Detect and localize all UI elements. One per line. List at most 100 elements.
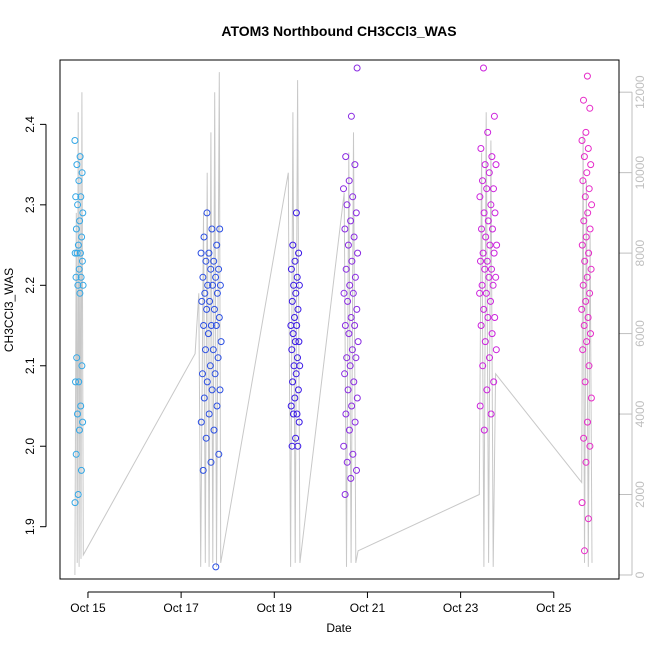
data-point	[291, 338, 299, 346]
data-point	[198, 297, 206, 305]
data-point	[477, 257, 484, 265]
data-point	[485, 169, 493, 177]
data-point	[353, 466, 360, 474]
data-point	[288, 297, 296, 305]
data-point	[289, 378, 297, 386]
data-point	[581, 193, 589, 201]
data-point	[77, 466, 85, 474]
data-point	[479, 362, 487, 370]
data-point	[476, 289, 484, 297]
data-point	[208, 225, 216, 233]
data-point	[490, 249, 498, 257]
data-point	[199, 273, 207, 281]
data-point	[580, 434, 588, 442]
y-tick-label: 1.9	[23, 518, 37, 535]
x-tick-label: Oct 21	[350, 601, 386, 615]
data-point	[79, 418, 87, 426]
data-point	[296, 362, 304, 370]
data-point	[349, 193, 357, 201]
data-point	[484, 314, 492, 321]
data-point	[217, 338, 225, 346]
data-point	[492, 161, 500, 169]
plot-frame	[59, 59, 620, 580]
data-point	[293, 273, 301, 281]
data-point	[583, 273, 591, 281]
data-point	[209, 346, 217, 354]
data-point	[216, 225, 224, 233]
data-point	[71, 249, 79, 257]
x-tick-label: Oct 19	[257, 601, 293, 615]
data-point	[76, 217, 84, 225]
data-point	[294, 354, 301, 362]
data-point	[481, 161, 489, 169]
data-point	[287, 265, 295, 273]
data-point	[206, 297, 214, 305]
y-tick-label: 2.4	[23, 116, 37, 133]
data-point	[292, 209, 300, 217]
y-tick-label: 2.3	[23, 196, 37, 213]
data-point	[584, 515, 592, 523]
data-point	[202, 434, 210, 442]
data-point	[482, 289, 490, 297]
data-point	[480, 64, 487, 72]
data-point	[73, 161, 81, 169]
data-point	[483, 257, 491, 265]
data-point	[200, 322, 208, 329]
data-point	[579, 177, 587, 185]
data-point	[482, 233, 490, 241]
data-point	[580, 96, 587, 104]
series-3	[287, 209, 304, 450]
data-point	[287, 402, 295, 410]
data-point	[346, 362, 354, 370]
altitude-layer	[74, 72, 593, 576]
y2-tick-label: 8000	[633, 239, 647, 266]
data-point	[478, 225, 485, 233]
data-point	[210, 426, 218, 434]
data-point	[586, 225, 594, 233]
data-point	[585, 249, 593, 257]
data-point	[343, 458, 351, 466]
data-point	[207, 265, 215, 273]
data-point	[73, 249, 81, 257]
data-point	[483, 386, 491, 394]
data-point	[213, 289, 221, 297]
data-point	[295, 281, 303, 289]
data-point	[199, 370, 206, 378]
data-point	[79, 281, 87, 289]
data-point	[340, 289, 348, 297]
data-point	[205, 410, 213, 418]
y2-tick-label: 6000	[633, 320, 647, 347]
data-point	[587, 330, 594, 338]
data-point	[212, 322, 220, 329]
data-point	[216, 281, 224, 289]
data-point	[207, 458, 215, 466]
data-point	[578, 137, 586, 144]
data-point	[341, 225, 349, 233]
x-tick-label: Oct 15	[70, 601, 106, 615]
data-point	[479, 249, 487, 257]
data-point	[207, 322, 215, 329]
data-point	[211, 370, 219, 378]
data-point	[344, 386, 352, 394]
data-point	[72, 193, 80, 201]
x-tick-label: Oct 23	[443, 601, 479, 615]
data-point	[350, 378, 358, 386]
data-point	[291, 257, 299, 265]
data-point	[584, 145, 592, 152]
data-point	[212, 273, 220, 281]
data-point	[206, 362, 214, 370]
data-point	[584, 209, 592, 217]
data-point	[292, 370, 300, 378]
data-point	[73, 354, 81, 362]
data-point	[341, 370, 349, 378]
data-point	[484, 128, 492, 136]
x-tick-label: Oct 17	[163, 601, 199, 615]
data-point	[295, 338, 303, 346]
data-point	[348, 346, 356, 354]
data-point	[351, 322, 359, 329]
data-point	[342, 153, 350, 161]
data-point	[78, 169, 86, 177]
data-point	[213, 241, 221, 249]
data-point	[347, 217, 355, 225]
